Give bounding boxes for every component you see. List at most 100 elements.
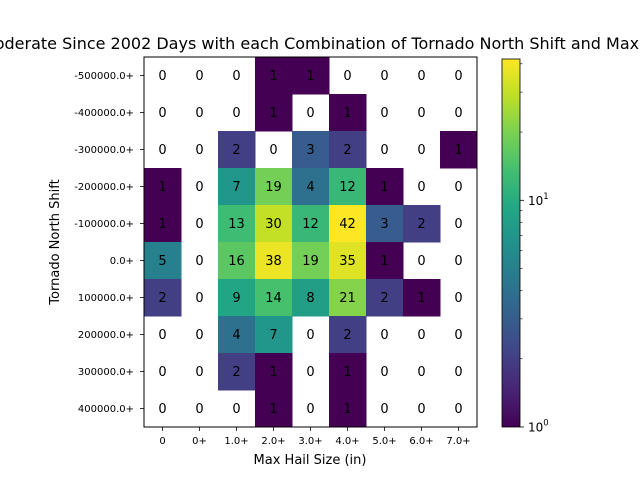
cell-value-label: 0 — [158, 106, 166, 121]
chart-title: Moderate Since 2002 Days with each Combi… — [0, 34, 639, 53]
heatmap-cell — [329, 279, 367, 317]
cell-value-label: 0 — [454, 106, 462, 121]
heatmap-cell — [329, 94, 367, 132]
heatmap-cell — [366, 205, 404, 243]
x-tick-label: 6.0+ — [409, 436, 433, 447]
cell-value-label: 1 — [269, 402, 277, 417]
heatmap-cell — [218, 279, 256, 317]
y-tick-label: -100000.0+ — [74, 219, 134, 230]
cell-value-label: 0 — [417, 69, 425, 84]
x-tick-label: 5.0+ — [372, 436, 396, 447]
cell-value-label: 2 — [343, 328, 351, 343]
cell-value-label: 0 — [454, 180, 462, 195]
y-tick-label: 300000.0+ — [78, 367, 134, 378]
heatmap-cell — [292, 131, 330, 169]
cell-value-label: 0 — [380, 106, 388, 121]
cell-value-label: 0 — [380, 402, 388, 417]
heatmap-cells — [144, 57, 478, 428]
cell-value-label: 1 — [380, 180, 388, 195]
heatmap-cell — [255, 242, 293, 280]
heatmap-cell — [329, 242, 367, 280]
cell-value-label: 0 — [195, 180, 203, 195]
heatmap-cell — [144, 168, 182, 206]
cell-value-label: 0 — [454, 254, 462, 269]
heatmap-cell — [329, 168, 367, 206]
cell-value-label: 0 — [158, 402, 166, 417]
cell-value-label: 1 — [343, 402, 351, 417]
cell-value-label: 0 — [417, 180, 425, 195]
y-tick-label: -400000.0+ — [74, 108, 134, 119]
heatmap-cell — [218, 205, 256, 243]
heatmap-cell — [255, 279, 293, 317]
heatmap-cell — [255, 205, 293, 243]
cell-value-label: 0 — [195, 106, 203, 121]
heatmap-cell — [403, 205, 441, 243]
cell-value-label: 0 — [232, 69, 240, 84]
heatmap-cell — [403, 279, 441, 317]
heatmap-cell — [144, 279, 182, 317]
cell-value-label: 0 — [306, 106, 314, 121]
cell-value-label: 1 — [380, 254, 388, 269]
cell-value-label: 4 — [232, 328, 240, 343]
y-tick-label: -500000.0+ — [74, 71, 134, 82]
y-axis-ticks: -500000.0+ -400000.0+ -300000.0+ -200000.0+… — [74, 71, 144, 415]
cell-value-label: 1 — [306, 69, 314, 84]
cell-value-label: 0 — [417, 402, 425, 417]
cell-value-label: 0 — [195, 402, 203, 417]
y-axis-label: Tornado North Shift — [48, 179, 63, 305]
cell-value-label: 0 — [306, 328, 314, 343]
cell-value-label: 0 — [454, 328, 462, 343]
cell-value-label: 0 — [269, 143, 277, 158]
cell-value-label: 0 — [454, 69, 462, 84]
heatmap-cell — [329, 353, 367, 391]
cell-value-label: 1 — [417, 291, 425, 306]
heatmap-cell — [366, 242, 404, 280]
cell-value-label: 42 — [339, 217, 356, 232]
cell-value-label: 2 — [232, 143, 240, 158]
cell-value-label: 5 — [158, 254, 166, 269]
heatmap-cell — [218, 316, 256, 354]
cell-value-label: 9 — [232, 291, 240, 306]
heatmap-cell — [292, 168, 330, 206]
heatmap-cell — [366, 279, 404, 317]
cell-value-label: 1 — [158, 217, 166, 232]
cell-value-label: 16 — [228, 254, 245, 269]
cell-value-label: 0 — [195, 217, 203, 232]
cell-value-label: 0 — [195, 143, 203, 158]
x-tick-label: 3.0+ — [298, 436, 322, 447]
heatmap-cell — [144, 205, 182, 243]
colorbar — [501, 58, 521, 428]
cell-value-label: 38 — [265, 254, 282, 269]
heatmap-cell — [329, 316, 367, 354]
cell-value-label: 0 — [417, 143, 425, 158]
colorbar-tick-label: 101 — [528, 192, 549, 208]
y-tick-label: 200000.0+ — [78, 330, 134, 341]
cell-value-label: 30 — [265, 217, 282, 232]
cell-value-label: 1 — [343, 106, 351, 121]
x-axis-ticks: 0 0+ 1.0+ 2.0+ 3.0+ 4.0+ 5.0+ 6.0+ 7.0+ — [159, 427, 471, 447]
heatmap-cell — [218, 353, 256, 391]
x-tick-label: 4.0+ — [335, 436, 359, 447]
cell-value-label: 35 — [339, 254, 356, 269]
heatmap-cell — [329, 131, 367, 169]
x-tick-label: 7.0+ — [446, 436, 470, 447]
heatmap-cell — [144, 242, 182, 280]
cell-value-label: 1 — [269, 106, 277, 121]
heatmap-cell — [292, 57, 330, 95]
x-tick-label: 0+ — [192, 436, 207, 447]
cell-value-label: 12 — [339, 180, 356, 195]
heatmap-cell — [255, 353, 293, 391]
cell-value-label: 0 — [343, 69, 351, 84]
heatmap-cell — [255, 57, 293, 95]
cell-value-label: 3 — [380, 217, 388, 232]
cell-value-label: 2 — [417, 217, 425, 232]
cell-value-label: 3 — [306, 143, 314, 158]
x-tick-label: 1.0+ — [224, 436, 248, 447]
cell-value-label: 0 — [454, 217, 462, 232]
y-tick-label: 100000.0+ — [78, 293, 134, 304]
cell-value-label: 1 — [269, 365, 277, 380]
y-tick-label: -200000.0+ — [74, 182, 134, 193]
heatmap-cell — [218, 242, 256, 280]
cell-value-label: 0 — [158, 69, 166, 84]
